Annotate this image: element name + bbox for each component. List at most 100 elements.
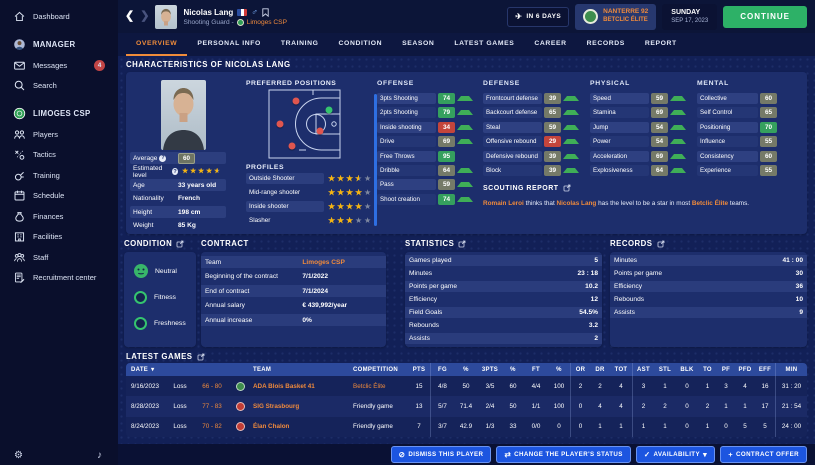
availability-button[interactable]: ✓ AVAILABILITY ▾	[635, 446, 716, 463]
column-header-3pts[interactable]: 3PTS	[481, 366, 499, 373]
stat-3pts: 3/5	[485, 382, 495, 390]
game-team-link[interactable]: SIG Strasbourg	[253, 402, 300, 410]
profile-name: Slasher	[249, 217, 271, 224]
tab-overview[interactable]: OVERVIEW	[126, 33, 188, 56]
tab-records[interactable]: RECORDS	[586, 40, 625, 47]
external-link-icon[interactable]	[563, 184, 571, 192]
external-link-icon[interactable]	[458, 240, 466, 248]
trend-up-icon	[563, 153, 579, 159]
external-link-icon[interactable]	[657, 240, 665, 248]
game-competition[interactable]: Friendly game	[353, 423, 393, 431]
sidebar-item-recruitment[interactable]: Recruitment center	[0, 270, 118, 285]
trend-up-icon	[670, 167, 686, 173]
tab-report[interactable]: REPORT	[644, 40, 677, 47]
bookmark-icon[interactable]	[262, 7, 269, 17]
contract-offer-button[interactable]: + CONTRACT OFFER	[720, 446, 807, 463]
attribute-row: Acceleration 69	[590, 150, 686, 162]
back-chevron-icon[interactable]: ❮	[125, 10, 135, 22]
player-name-link[interactable]: Nicolas Lang	[556, 200, 597, 207]
attributes-scrollbar[interactable]	[374, 94, 377, 226]
game-score-link[interactable]: 66 - 80	[202, 382, 222, 390]
column-header-pfd[interactable]: PFD	[738, 366, 752, 373]
music-note-icon[interactable]: ♪	[97, 450, 102, 461]
tab-personal-info[interactable]: PERSONAL INFO	[197, 40, 261, 47]
sidebar-item-training[interactable]: Training	[0, 168, 118, 183]
column-header-competition[interactable]: COMPETITION	[353, 366, 398, 373]
game-result: Loss	[173, 423, 187, 431]
column-header-blk[interactable]: BLK	[680, 366, 694, 373]
column-header-min[interactable]: MIN	[775, 363, 807, 376]
attribute-name: Inside shooting	[377, 121, 436, 133]
column-header-pf[interactable]: PF	[721, 366, 731, 373]
external-link-icon[interactable]	[197, 353, 205, 361]
tab-condition[interactable]: CONDITION	[338, 40, 383, 47]
tab-season[interactable]: SEASON	[402, 40, 435, 47]
column-header-to[interactable]: TO	[703, 366, 712, 373]
game-row[interactable]: 9/16/2023 Loss 66 - 80 ADA Blois Basket …	[126, 376, 807, 397]
column-header-tot[interactable]: TOT	[614, 366, 628, 373]
game-competition[interactable]: Betclic Élite	[353, 382, 386, 390]
column-header-pct[interactable]: %	[463, 366, 469, 373]
contract-label: Team	[205, 258, 222, 266]
sidebar-item-players[interactable]: Players	[0, 127, 118, 142]
help-icon[interactable]: ?	[172, 168, 178, 176]
column-header-ft[interactable]: FT	[532, 366, 540, 373]
column-header-pts[interactable]: PTS	[412, 366, 426, 373]
column-header-dr[interactable]: DR	[595, 366, 605, 373]
settings-gear-icon[interactable]: ⚙	[14, 450, 23, 461]
record-label: Assists	[614, 309, 635, 316]
sort-caret-icon[interactable]: ▾	[151, 367, 155, 373]
tab-career[interactable]: CAREER	[534, 40, 567, 47]
trend-up-icon	[670, 139, 686, 145]
sidebar-item-manager[interactable]: MANAGER	[0, 37, 118, 52]
tab-latest-games[interactable]: LATEST GAMES	[454, 40, 515, 47]
column-header-team[interactable]: TEAM	[253, 366, 272, 373]
game-competition[interactable]: Friendly game	[353, 402, 393, 410]
contract-label: Beginning of the contract	[205, 273, 278, 281]
contract-title: CONTRACT	[201, 239, 249, 248]
game-row[interactable]: 8/24/2023 Loss 70 - 82 Élan Chalon Frien…	[126, 416, 807, 437]
forward-chevron-icon[interactable]: ❯	[140, 10, 150, 22]
column-header-eff[interactable]: EFF	[758, 366, 772, 373]
help-icon[interactable]: ?	[159, 154, 167, 162]
game-score-link[interactable]: 70 - 82	[202, 423, 222, 431]
column-header-ast[interactable]: AST	[632, 363, 654, 376]
sidebar-item-club[interactable]: LIMOGES CSP	[0, 106, 118, 121]
attribute-value-badge: 54	[651, 121, 668, 133]
contract-value: 7/1/2022	[302, 273, 329, 281]
column-header-pct[interactable]: %	[510, 366, 516, 373]
trend-up-icon	[563, 96, 579, 101]
stat-to: 2	[705, 402, 710, 410]
sidebar-item-messages[interactable]: Messages 4	[0, 58, 118, 73]
sidebar-item-finances[interactable]: Finances	[0, 209, 118, 224]
game-row[interactable]: 8/28/2023 Loss 77 - 83 SIG Strasbourg Fr…	[126, 396, 807, 417]
clipboard-pencil-icon	[13, 271, 26, 284]
scout-name-link[interactable]: Romain Leroi	[483, 200, 524, 207]
column-header-or[interactable]: OR	[570, 363, 590, 376]
scouting-report-text: Romain Leroi thinks that Nicolas Lang ha…	[483, 200, 750, 207]
external-link-icon[interactable]	[176, 240, 184, 248]
game-score-link[interactable]: 77 - 83	[202, 402, 222, 410]
sidebar-item-search[interactable]: Search	[0, 78, 118, 93]
player-club-link[interactable]: Limoges CSP	[246, 18, 287, 26]
sidebar-item-schedule[interactable]: Schedule	[0, 188, 118, 203]
tab-training[interactable]: TRAINING	[280, 40, 319, 47]
contract-team-link[interactable]: Limoges CSP	[302, 258, 345, 266]
stat-fg-pct: 71.4	[459, 402, 473, 410]
column-header-stl[interactable]: STL	[658, 366, 672, 373]
continue-button[interactable]: CONTINUE	[723, 5, 807, 28]
sidebar-item-facilities[interactable]: Facilities	[0, 229, 118, 244]
sidebar-item-staff[interactable]: Staff	[0, 250, 118, 265]
game-team-link[interactable]: Élan Chalon	[253, 423, 290, 431]
competition-link[interactable]: Betclic Élite	[691, 200, 729, 207]
change-status-button[interactable]: ⇄ CHANGE THE PLAYER'S STATUS	[496, 446, 631, 463]
game-team-link[interactable]: ADA Blois Basket 41	[253, 382, 315, 390]
sidebar-item-dashboard[interactable]: Dashboard	[0, 9, 118, 24]
sidebar-item-tactics[interactable]: Tactics	[0, 147, 118, 162]
column-header-fg[interactable]: FG	[430, 363, 454, 376]
next-opponent-card[interactable]: NANTERRE 92 BETCLIC ÉLITE	[575, 3, 657, 30]
column-header-date[interactable]: DATE ▾	[131, 366, 155, 374]
dismiss-player-button[interactable]: ⊘ DISMISS THIS PLAYER	[390, 446, 492, 463]
attribute-value-badge: 59	[544, 121, 561, 133]
column-header-pct[interactable]: %	[556, 366, 562, 373]
